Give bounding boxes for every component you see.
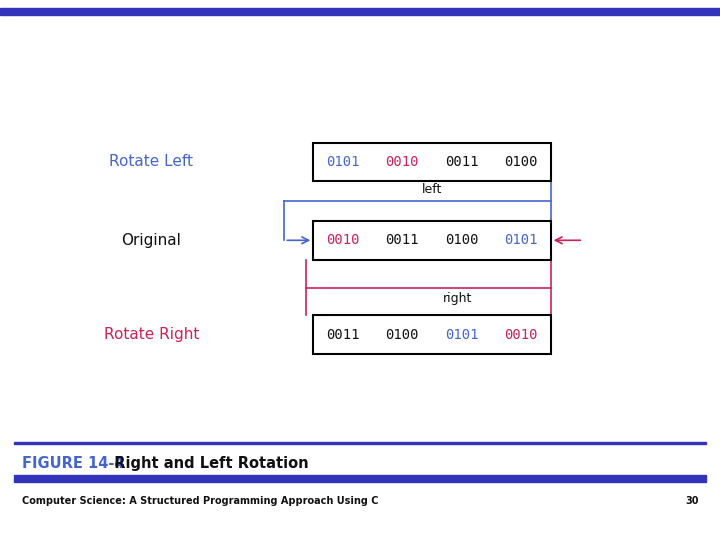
Text: 0010: 0010 xyxy=(385,155,419,169)
Text: 0101: 0101 xyxy=(445,328,479,342)
Text: Right and Left Rotation: Right and Left Rotation xyxy=(104,456,309,471)
Text: left: left xyxy=(422,183,442,195)
Bar xyxy=(313,221,551,260)
Text: 0101: 0101 xyxy=(504,233,538,247)
Text: Rotate Right: Rotate Right xyxy=(104,327,199,342)
Text: 0011: 0011 xyxy=(385,233,419,247)
Text: 30: 30 xyxy=(685,496,698,506)
Text: FIGURE 14-4: FIGURE 14-4 xyxy=(22,456,124,471)
Text: right: right xyxy=(443,292,472,305)
Text: Computer Science: A Structured Programming Approach Using C: Computer Science: A Structured Programmi… xyxy=(22,496,378,506)
Text: Original: Original xyxy=(121,233,181,248)
Bar xyxy=(313,143,551,181)
Text: 0010: 0010 xyxy=(326,233,360,247)
Text: 0100: 0100 xyxy=(445,233,479,247)
Text: 0100: 0100 xyxy=(385,328,419,342)
Text: 0010: 0010 xyxy=(504,328,538,342)
Bar xyxy=(313,315,551,354)
Text: Rotate Left: Rotate Left xyxy=(109,154,193,170)
Text: 0011: 0011 xyxy=(445,155,479,169)
Text: 0100: 0100 xyxy=(504,155,538,169)
Text: 0011: 0011 xyxy=(326,328,360,342)
Text: 0101: 0101 xyxy=(326,155,360,169)
